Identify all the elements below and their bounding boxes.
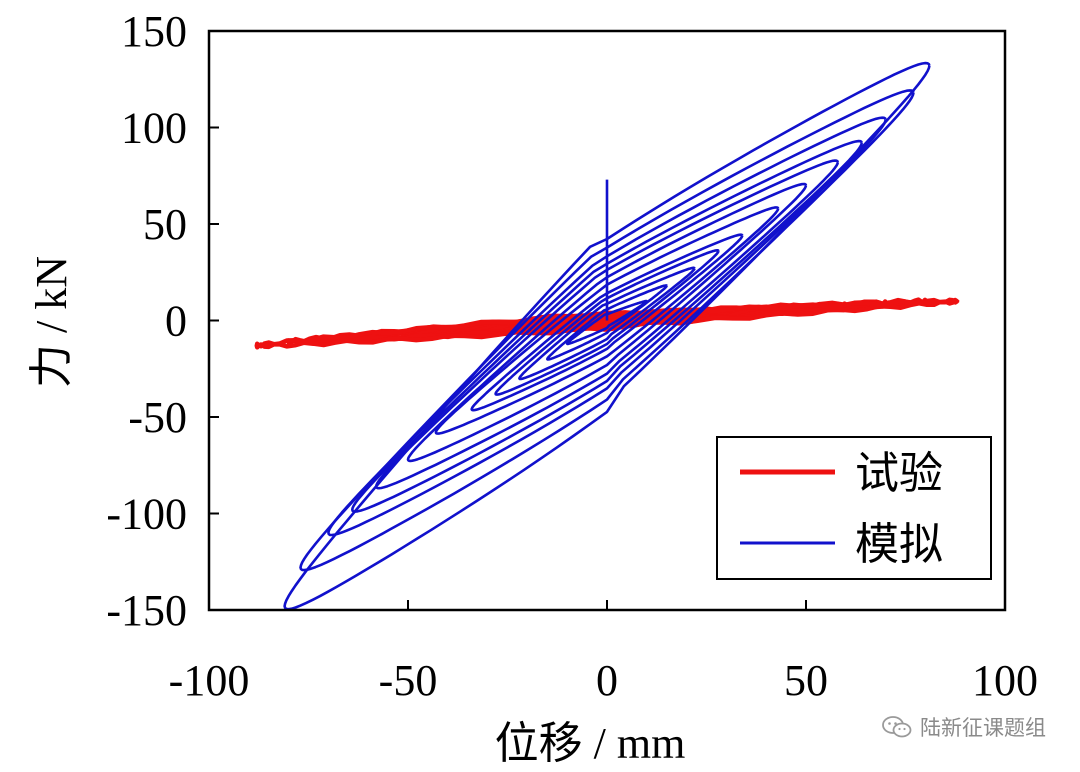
x-axis-label: 位移 / mm xyxy=(495,719,686,768)
sim-loop xyxy=(518,266,696,381)
x-tick-label: 100 xyxy=(972,656,1038,705)
sim-loop xyxy=(470,233,744,412)
x-tick-label: 0 xyxy=(596,656,618,705)
y-tick-label: 0 xyxy=(165,297,187,346)
y-tick-label: -150 xyxy=(106,586,187,635)
sim-loop xyxy=(351,139,863,513)
y-tick-label: 50 xyxy=(143,200,187,249)
legend-label-sim: 模拟 xyxy=(855,520,943,569)
x-tick-label: -50 xyxy=(379,656,438,705)
y-tick-label: 150 xyxy=(121,7,187,56)
sim-loop xyxy=(327,116,887,537)
watermark: 陆新征课题组 xyxy=(882,712,1046,742)
sim-loop xyxy=(494,249,720,396)
legend-box xyxy=(716,436,992,580)
sim-loop xyxy=(546,284,668,361)
legend: 试验 模拟 xyxy=(716,436,992,580)
sim-loop xyxy=(565,299,648,346)
x-tick-label: 50 xyxy=(784,656,828,705)
sim-loop xyxy=(283,61,931,610)
y-tick-label: 100 xyxy=(121,104,187,153)
y-tick-label: -50 xyxy=(128,393,187,442)
x-tick-label: -100 xyxy=(169,656,250,705)
test-loop xyxy=(254,297,960,350)
watermark-text: 陆新征课题组 xyxy=(920,716,1046,740)
wechat-icon xyxy=(882,716,912,738)
y-tick-label: -100 xyxy=(106,490,187,539)
y-axis-label: 力 / kN xyxy=(27,256,76,388)
legend-label-test: 试验 xyxy=(855,449,943,498)
sim-loop xyxy=(406,182,808,463)
sim-loop xyxy=(434,206,780,435)
